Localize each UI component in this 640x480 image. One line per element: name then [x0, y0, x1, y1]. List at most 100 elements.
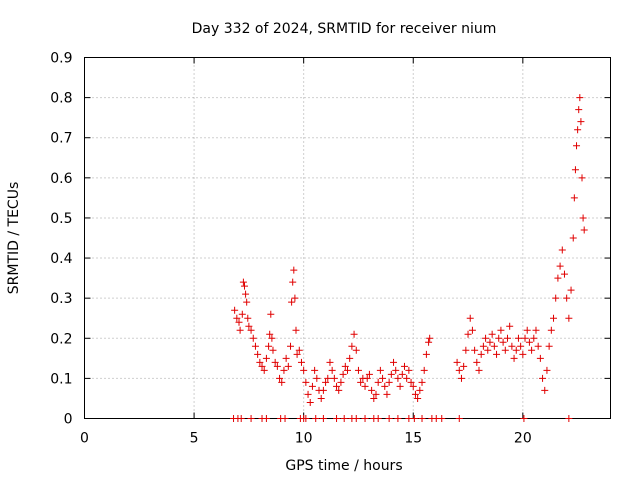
data-point — [390, 358, 398, 366]
data-point — [556, 262, 564, 270]
data-point — [344, 366, 351, 374]
data-point — [552, 294, 560, 302]
data-point — [361, 415, 369, 422]
data-point — [292, 326, 300, 334]
data-point — [357, 378, 365, 386]
data-point — [361, 382, 369, 390]
data-point — [554, 274, 562, 282]
data-point — [580, 226, 588, 234]
data-point — [304, 390, 312, 398]
data-point — [337, 378, 345, 386]
data-point — [503, 334, 511, 342]
data-point — [262, 415, 270, 422]
data-point — [267, 310, 275, 318]
data-point — [407, 378, 415, 386]
data-point — [392, 366, 400, 374]
data-point — [394, 415, 402, 422]
data-point — [313, 374, 321, 382]
data-point — [425, 338, 433, 346]
data-point — [262, 354, 270, 362]
data-point — [333, 382, 341, 390]
data-point — [238, 310, 246, 318]
data-point — [545, 342, 553, 350]
y-tick-label: 0.1 — [50, 371, 72, 387]
data-point — [574, 126, 582, 134]
data-point — [244, 314, 252, 322]
data-point — [506, 322, 514, 330]
data-point — [530, 334, 538, 342]
data-point — [420, 366, 428, 374]
data-point — [293, 350, 301, 358]
data-point — [268, 334, 276, 342]
data-point — [271, 358, 279, 366]
y-tick-label: 0.3 — [50, 291, 72, 307]
data-point — [300, 366, 308, 374]
data-point — [411, 390, 419, 398]
data-point — [520, 415, 528, 422]
data-point — [379, 374, 387, 382]
data-point — [400, 362, 408, 370]
data-point — [308, 382, 316, 390]
data-point — [385, 415, 393, 422]
data-point — [273, 362, 281, 370]
data-point — [495, 334, 503, 342]
data-point — [370, 394, 378, 402]
data-point — [374, 378, 382, 386]
data-point — [398, 370, 406, 378]
y-axis: 0 0.1 0.2 0.3 0.4 0.5 0.6 0.7 0.8 0.9 — [50, 51, 611, 428]
data-point — [457, 374, 465, 382]
data-point — [563, 294, 571, 302]
data-point — [414, 394, 422, 402]
data-point — [464, 330, 472, 338]
data-point — [514, 334, 522, 342]
data-point — [284, 362, 292, 370]
data-point — [479, 342, 487, 350]
data-point — [578, 174, 586, 182]
data-point — [383, 390, 391, 398]
data-point — [245, 322, 253, 330]
data-point — [297, 358, 305, 366]
data-point — [567, 286, 575, 294]
x-tick-label: 10 — [295, 431, 313, 447]
data-point — [466, 314, 474, 322]
data-point — [352, 415, 360, 422]
data-point — [490, 342, 498, 350]
y-tick-label: 0.4 — [50, 251, 72, 267]
data-point — [418, 378, 426, 386]
data-point — [471, 346, 479, 354]
x-tick-label: 15 — [404, 431, 422, 447]
data-point — [409, 382, 417, 390]
data-point — [528, 346, 536, 354]
data-point — [558, 246, 566, 254]
y-tick-label: 0.7 — [50, 131, 72, 147]
data-point — [324, 374, 332, 382]
data-point — [281, 415, 289, 422]
data-point — [405, 366, 413, 374]
data-point — [438, 415, 446, 422]
data-point — [317, 394, 325, 402]
data-point — [422, 350, 430, 358]
data-point — [523, 326, 531, 334]
data-point — [340, 415, 348, 422]
data-point — [278, 378, 286, 386]
data-point — [319, 386, 327, 394]
data-point — [410, 415, 418, 422]
data-point — [330, 374, 338, 382]
data-point — [235, 318, 243, 326]
data-point — [575, 106, 583, 114]
y-tick-label: 0.6 — [50, 171, 72, 187]
data-point — [475, 366, 483, 374]
data-point — [247, 326, 255, 334]
data-point — [312, 415, 320, 422]
data-point — [512, 346, 520, 354]
data-point — [322, 378, 330, 386]
data-point — [418, 415, 426, 422]
data-point — [539, 374, 547, 382]
data-point — [311, 366, 319, 374]
data-point — [536, 354, 544, 362]
data-point — [290, 266, 298, 274]
data-point — [486, 338, 494, 346]
data-point — [532, 326, 540, 334]
x-tick-label: 5 — [190, 431, 199, 447]
y-tick-label: 0.5 — [50, 211, 72, 227]
